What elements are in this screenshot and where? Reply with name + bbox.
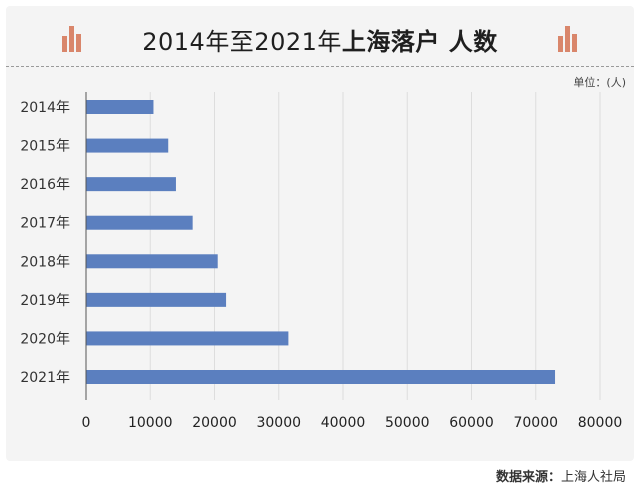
bar bbox=[86, 138, 169, 153]
chart-title: 2014年至2021年上海落户 人数 bbox=[6, 22, 634, 57]
y-tick-label: 2015年 bbox=[20, 139, 70, 155]
x-tick-label: 70000 bbox=[513, 415, 558, 431]
x-tick-label: 50000 bbox=[385, 415, 430, 431]
y-axis-labels: 2014年 2015年 2016年 2017年 2018年 2019年 2020年 2021年 bbox=[20, 100, 70, 386]
unit-label: 单位：(人) bbox=[573, 76, 626, 89]
data-source: 数据来源：上海人社局 bbox=[496, 466, 626, 485]
bar bbox=[86, 100, 154, 114]
x-tick-label: 30000 bbox=[256, 415, 301, 431]
source-label: 数据来源： bbox=[495, 470, 561, 485]
bar bbox=[86, 254, 218, 269]
title-divider bbox=[6, 66, 634, 67]
x-tick-label: 80000 bbox=[578, 415, 623, 431]
y-tick-label: 2016年 bbox=[20, 177, 70, 193]
title-bold: 上海落户 人数 bbox=[341, 28, 498, 56]
bar bbox=[86, 215, 193, 230]
bar-chart-icon bbox=[62, 26, 81, 52]
bar bbox=[86, 331, 289, 346]
bars bbox=[86, 100, 556, 384]
grid bbox=[149, 92, 601, 400]
chart-card bbox=[6, 6, 634, 461]
source-value: 上海人社局 bbox=[560, 470, 626, 485]
x-tick-label: 20000 bbox=[192, 415, 237, 431]
bar bbox=[86, 292, 227, 307]
y-tick-label: 2019年 bbox=[20, 293, 70, 309]
x-tick-label: 40000 bbox=[321, 415, 366, 431]
bar bbox=[86, 370, 556, 384]
x-tick-label: 10000 bbox=[128, 415, 173, 431]
x-tick-label: 60000 bbox=[449, 415, 494, 431]
title-bar: 2014年至2021年上海落户 人数 bbox=[6, 6, 634, 70]
bar bbox=[86, 177, 176, 192]
y-tick-label: 2017年 bbox=[20, 216, 70, 232]
y-tick-label: 2021年 bbox=[20, 370, 70, 386]
x-axis-labels: 0 10000 20000 30000 40000 50000 60000 70000 8000… bbox=[82, 415, 623, 431]
title-normal: 2014年至2021年 bbox=[142, 28, 342, 56]
bar-chart-icon bbox=[558, 26, 577, 52]
y-tick-label: 2018年 bbox=[20, 254, 70, 270]
x-tick-label: 0 bbox=[82, 415, 91, 431]
y-tick-label: 2014年 bbox=[20, 100, 70, 116]
y-tick-label: 2020年 bbox=[20, 331, 70, 347]
